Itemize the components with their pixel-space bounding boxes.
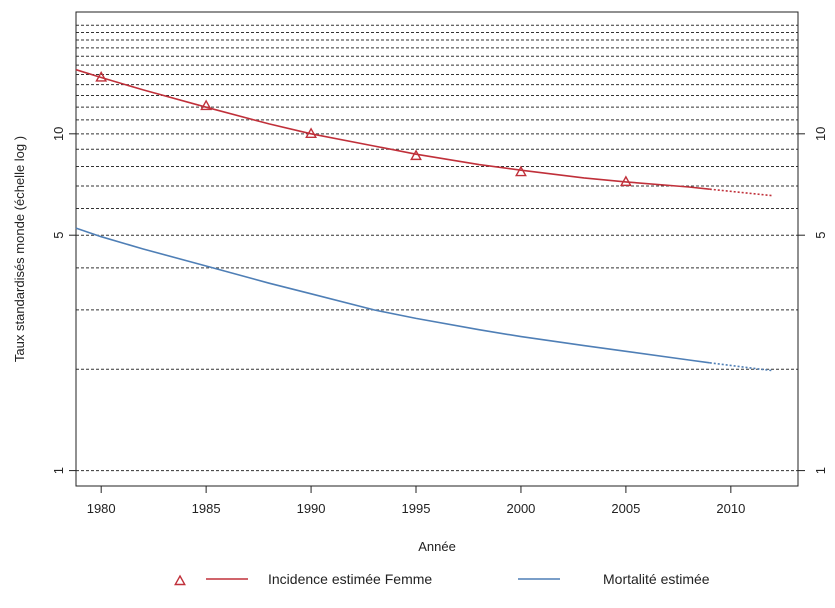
data-point-marker: [305, 127, 318, 139]
y-tick-label-left: 10: [51, 127, 66, 141]
y-tick-label-left: 5: [51, 232, 66, 239]
x-tick-label: 2005: [611, 501, 640, 516]
series-line-1: [75, 227, 710, 364]
data-point-marker: [619, 175, 632, 187]
legend: Incidence estimée Femme Mortalité estimé…: [174, 571, 710, 587]
legend-triangle-marker: [174, 574, 186, 586]
legend-label-incidence: Incidence estimée Femme: [268, 571, 432, 587]
x-tick-label: 1985: [192, 501, 221, 516]
y-tick-label-right: 10: [813, 127, 828, 141]
marker-layer: [95, 71, 632, 187]
y-tick-label-left: 1: [51, 467, 66, 474]
series-layer: [75, 68, 773, 372]
series-line-0: [75, 68, 710, 190]
data-point-marker: [95, 71, 108, 82]
data-point-marker: [200, 99, 213, 111]
x-axis: 1980 1985 1990 1995 2000 2005 2010: [87, 486, 745, 516]
x-tick-label: 1995: [402, 501, 431, 516]
series-projection-1: [709, 362, 773, 372]
grid-lines: [76, 24, 798, 472]
legend-label-mortalite: Mortalité estimée: [603, 571, 710, 587]
x-axis-title: Année: [418, 539, 456, 554]
x-tick-label: 1980: [87, 501, 116, 516]
data-point-marker: [410, 149, 422, 161]
x-tick-label: 1990: [297, 501, 326, 516]
x-tick-label: 2010: [716, 501, 745, 516]
y-tick-label-right: 5: [813, 232, 828, 239]
plot-frame: [75, 11, 799, 487]
y-axis-title: Taux standardisés monde (échelle log ): [12, 136, 27, 362]
y-tick-label-right: 1: [813, 467, 828, 474]
series-projection-0: [709, 188, 773, 197]
data-point-marker: [515, 165, 527, 177]
x-tick-label: 2000: [506, 501, 535, 516]
